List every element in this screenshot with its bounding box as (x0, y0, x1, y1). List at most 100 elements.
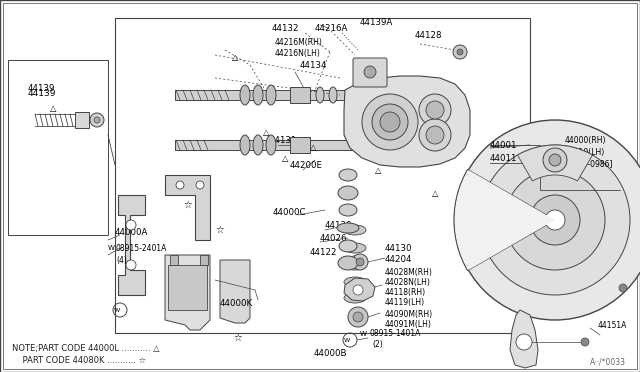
Ellipse shape (329, 87, 337, 103)
Circle shape (545, 210, 565, 230)
Ellipse shape (266, 85, 276, 105)
Circle shape (353, 285, 363, 295)
Polygon shape (344, 76, 470, 167)
Wedge shape (455, 170, 555, 270)
Circle shape (176, 181, 184, 189)
Text: 44132: 44132 (272, 23, 300, 32)
Circle shape (455, 120, 640, 320)
Text: △: △ (50, 103, 56, 112)
Ellipse shape (344, 260, 366, 270)
Circle shape (619, 284, 627, 292)
Text: W: W (344, 337, 350, 343)
Text: ☆: ☆ (216, 225, 225, 235)
FancyBboxPatch shape (353, 58, 387, 87)
Polygon shape (344, 278, 375, 301)
Circle shape (543, 148, 567, 172)
Text: 44139A: 44139A (360, 17, 393, 26)
Text: △: △ (310, 142, 317, 151)
Text: ☆: ☆ (234, 333, 243, 343)
Circle shape (457, 49, 463, 55)
Text: 44000B: 44000B (313, 350, 347, 359)
Ellipse shape (338, 256, 358, 270)
Polygon shape (165, 175, 210, 240)
Text: 44000K: 44000K (220, 298, 253, 308)
Circle shape (352, 254, 368, 270)
Circle shape (126, 260, 136, 270)
Ellipse shape (339, 240, 357, 252)
Text: 44028N(LH): 44028N(LH) (385, 278, 431, 286)
Bar (75, 112, 89, 128)
Text: NOTE;PART CODE 44000L ........... △: NOTE;PART CODE 44000L ........... △ (12, 343, 159, 353)
Wedge shape (454, 170, 555, 270)
Wedge shape (518, 145, 593, 181)
Text: ☆: ☆ (184, 200, 193, 210)
Text: 44130: 44130 (385, 244, 413, 253)
Bar (290, 137, 310, 153)
Bar (115, 18, 530, 333)
Text: (2): (2) (372, 340, 383, 349)
Text: △: △ (468, 240, 474, 248)
Circle shape (426, 126, 444, 144)
Ellipse shape (344, 293, 366, 303)
Text: △: △ (263, 128, 269, 137)
Text: 44118(RH): 44118(RH) (385, 289, 426, 298)
Text: [0783-0986]: [0783-0986] (565, 160, 612, 169)
Text: 08915-2401A: 08915-2401A (115, 244, 166, 253)
Text: 44128: 44128 (415, 31, 442, 39)
Polygon shape (165, 255, 210, 330)
Bar (175, 140, 355, 150)
Circle shape (516, 334, 532, 350)
Text: PART CODE 44080K ........... ☆: PART CODE 44080K ........... ☆ (12, 356, 146, 365)
Text: 44204: 44204 (385, 256, 413, 264)
Ellipse shape (338, 186, 358, 200)
Polygon shape (118, 195, 145, 295)
Circle shape (348, 307, 368, 327)
Text: △: △ (282, 154, 289, 163)
Bar (170, 255, 178, 265)
Circle shape (94, 117, 100, 123)
Text: 44122: 44122 (310, 247, 337, 257)
Text: 08915-1401A: 08915-1401A (370, 330, 421, 339)
Text: 44216M(RH): 44216M(RH) (275, 38, 323, 46)
Circle shape (196, 181, 204, 189)
Text: W: W (360, 331, 367, 337)
Text: 44010(LH): 44010(LH) (565, 148, 605, 157)
Circle shape (364, 66, 376, 78)
Text: △: △ (432, 189, 438, 198)
Bar (200, 255, 208, 265)
Ellipse shape (337, 223, 359, 233)
Text: 44001: 44001 (490, 141, 518, 150)
Text: △: △ (375, 166, 381, 174)
Ellipse shape (240, 85, 250, 105)
Bar (290, 87, 310, 103)
Ellipse shape (339, 204, 357, 216)
Text: 44216A: 44216A (315, 23, 348, 32)
Text: 44011: 44011 (490, 154, 518, 163)
Circle shape (90, 113, 104, 127)
Text: 44091M(LH): 44091M(LH) (385, 320, 432, 328)
Text: W: W (114, 308, 120, 312)
Ellipse shape (316, 87, 324, 103)
Text: 44216N(LH): 44216N(LH) (275, 48, 321, 58)
Text: 44000(RH): 44000(RH) (565, 135, 607, 144)
Ellipse shape (266, 135, 276, 155)
Circle shape (372, 104, 408, 140)
Text: 44090E: 44090E (352, 110, 381, 119)
Circle shape (480, 145, 630, 295)
Circle shape (581, 338, 589, 346)
Text: 44151: 44151 (532, 215, 559, 224)
Polygon shape (510, 310, 538, 368)
Circle shape (549, 154, 561, 166)
Circle shape (530, 195, 580, 245)
Circle shape (419, 94, 451, 126)
Circle shape (380, 112, 400, 132)
Text: 44130: 44130 (325, 221, 353, 230)
Circle shape (362, 94, 418, 150)
Circle shape (126, 220, 136, 230)
Circle shape (426, 101, 444, 119)
Ellipse shape (240, 135, 250, 155)
Circle shape (353, 312, 363, 322)
Bar (168, 265, 207, 310)
Text: W: W (108, 245, 115, 251)
Text: (4): (4) (116, 257, 127, 266)
